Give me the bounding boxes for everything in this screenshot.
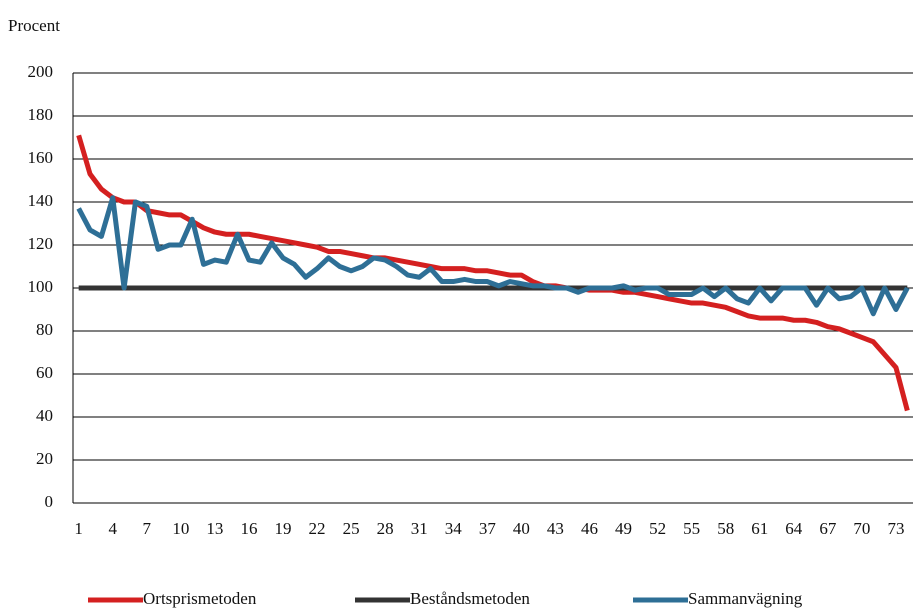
x-tick-label: 4: [108, 519, 117, 538]
y-tick-label: 120: [28, 234, 54, 253]
x-tick-label: 37: [479, 519, 497, 538]
x-tick-label: 61: [751, 519, 768, 538]
x-tick-label: 64: [785, 519, 803, 538]
y-tick-label: 80: [36, 320, 53, 339]
x-tick-label: 52: [649, 519, 666, 538]
x-tick-label: 13: [206, 519, 223, 538]
x-tick-label: 67: [819, 519, 837, 538]
x-tick-label: 1: [74, 519, 83, 538]
x-tick-label: 43: [547, 519, 564, 538]
x-tick-label: 34: [445, 519, 463, 538]
y-tick-label: 180: [28, 105, 54, 124]
x-tick-label: 10: [172, 519, 189, 538]
y-tick-label: 100: [28, 277, 54, 296]
x-tick-label: 28: [377, 519, 394, 538]
x-tick-label: 7: [143, 519, 152, 538]
y-tick-label: 160: [28, 148, 54, 167]
x-tick-label: 73: [887, 519, 904, 538]
line-series: [76, 134, 910, 412]
legend-label: Ortsprismetoden: [143, 589, 257, 608]
x-tick-label: 19: [275, 519, 292, 538]
x-tick-label: 40: [513, 519, 530, 538]
y-tick-label: 60: [36, 363, 53, 382]
x-tick-label: 58: [717, 519, 734, 538]
x-tick-label: 31: [411, 519, 428, 538]
x-tick-label: 25: [343, 519, 360, 538]
x-tick-label: 46: [581, 519, 598, 538]
y-tick-label: 40: [36, 406, 53, 425]
legend-label: Beståndsmetoden: [410, 589, 530, 608]
line-series: [76, 195, 910, 317]
y-tick-label: 0: [45, 492, 54, 511]
x-tick-label: 49: [615, 519, 632, 538]
y-tick-label: 20: [36, 449, 53, 468]
y-axis-label: Procent: [8, 16, 60, 35]
x-tick-label: 70: [853, 519, 870, 538]
legend-label: Sammanvägning: [688, 589, 803, 608]
y-tick-label: 140: [28, 191, 54, 210]
x-tick-label: 22: [309, 519, 326, 538]
x-tick-label: 16: [240, 519, 257, 538]
y-tick-label: 200: [28, 62, 54, 81]
x-tick-label: 55: [683, 519, 700, 538]
